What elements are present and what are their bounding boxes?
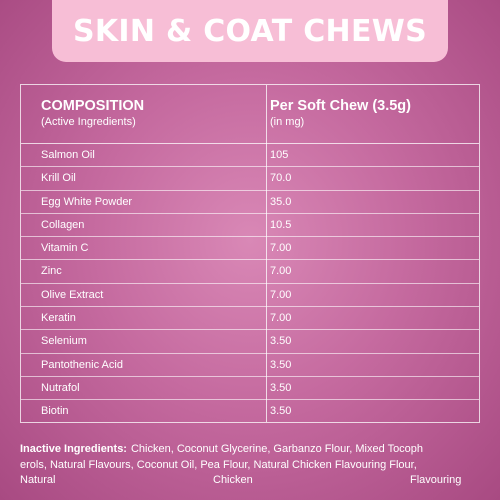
- table-row: Keratin 7.00: [21, 307, 479, 331]
- ingredient-amount: 3.50: [270, 335, 292, 348]
- ingredient-name: Keratin: [41, 312, 76, 325]
- header-composition-title: COMPOSITION: [41, 98, 145, 114]
- table-header: COMPOSITION (Active Ingredients) Per Sof…: [21, 85, 479, 144]
- ingredient-amount: 7.00: [270, 312, 292, 325]
- header-composition-subtitle: (Active Ingredients): [41, 116, 136, 128]
- table-row: Collagen 10.5: [21, 214, 479, 238]
- ingredient-amount: 3.50: [270, 381, 292, 394]
- header-amount: Per Soft Chew (3.5g) (in mg): [270, 97, 411, 129]
- ingredient-amount: 105: [270, 149, 289, 161]
- table-row: Pantothenic Acid 3.50: [21, 354, 479, 377]
- table-row: Nutrafol 3.50: [21, 377, 479, 401]
- ingredient-name: Biotin: [41, 405, 69, 418]
- ingredient-name: Pantothenic Acid: [41, 358, 123, 371]
- inactive-word: Natural: [20, 474, 56, 486]
- ingredient-name: Collagen: [41, 218, 85, 231]
- ingredient-name: Zinc: [41, 265, 62, 278]
- inactive-label: Inactive Ingredients:: [20, 443, 127, 455]
- header-amount-unit: (in mg): [270, 116, 305, 128]
- ingredient-name: Selenium: [41, 335, 87, 348]
- ingredient-amount: 3.50: [270, 405, 292, 418]
- ingredient-name: Nutrafol: [41, 381, 80, 394]
- table-row: Selenium 3.50: [21, 330, 479, 354]
- header-amount-title: Per Soft Chew (3.5g): [270, 98, 411, 114]
- title-banner: SKIN & COAT CHEWS: [52, 0, 448, 62]
- ingredient-amount: 10.5: [270, 218, 292, 231]
- inactive-word: Chicken: [213, 474, 253, 486]
- inactive-line-2: erols, Natural Flavours, Coconut Oil, Pe…: [20, 458, 417, 471]
- ingredient-name: Krill Oil: [41, 172, 76, 185]
- table-row: Egg White Powder 35.0: [21, 191, 479, 214]
- inactive-word: Flavouring: [410, 474, 462, 486]
- inactive-ingredients: Inactive Ingredients: Chicken, Coconut Gl…: [20, 442, 482, 489]
- table-row: Zinc 7.00: [21, 260, 479, 284]
- page-title: SKIN & COAT CHEWS: [72, 13, 428, 49]
- inactive-text-1: Chicken, Coconut Glycerine, Garbanzo Flo…: [130, 443, 424, 455]
- column-divider: [266, 85, 267, 422]
- ingredient-amount: 3.50: [270, 358, 292, 371]
- table-row: Krill Oil 70.0: [21, 167, 479, 191]
- header-composition: COMPOSITION (Active Ingredients): [41, 97, 144, 129]
- table-row: Biotin 3.50: [21, 400, 479, 423]
- table-body: Salmon Oil 105 Krill Oil 70.0 Egg White Po…: [21, 144, 479, 424]
- table-row: Vitamin C 7.00: [21, 237, 479, 261]
- inactive-line-1: Inactive Ingredients: Chicken, Coconut Gl…: [20, 442, 482, 458]
- ingredient-name: Vitamin C: [41, 242, 89, 255]
- table-row: Olive Extract 7.00: [21, 284, 479, 308]
- ingredient-amount: 7.00: [270, 265, 292, 278]
- inactive-line-3: Natural Chicken Flavouring: [20, 473, 482, 489]
- composition-table: COMPOSITION (Active Ingredients) Per Sof…: [20, 84, 480, 423]
- ingredient-name: Olive Extract: [41, 288, 104, 301]
- table-row: Salmon Oil 105: [21, 144, 479, 168]
- ingredient-name: Egg White Powder: [41, 195, 133, 208]
- ingredient-name: Salmon Oil: [41, 149, 95, 161]
- ingredient-amount: 7.00: [270, 242, 292, 255]
- ingredient-amount: 35.0: [270, 195, 292, 208]
- ingredient-amount: 7.00: [270, 288, 292, 301]
- ingredient-amount: 70.0: [270, 172, 292, 185]
